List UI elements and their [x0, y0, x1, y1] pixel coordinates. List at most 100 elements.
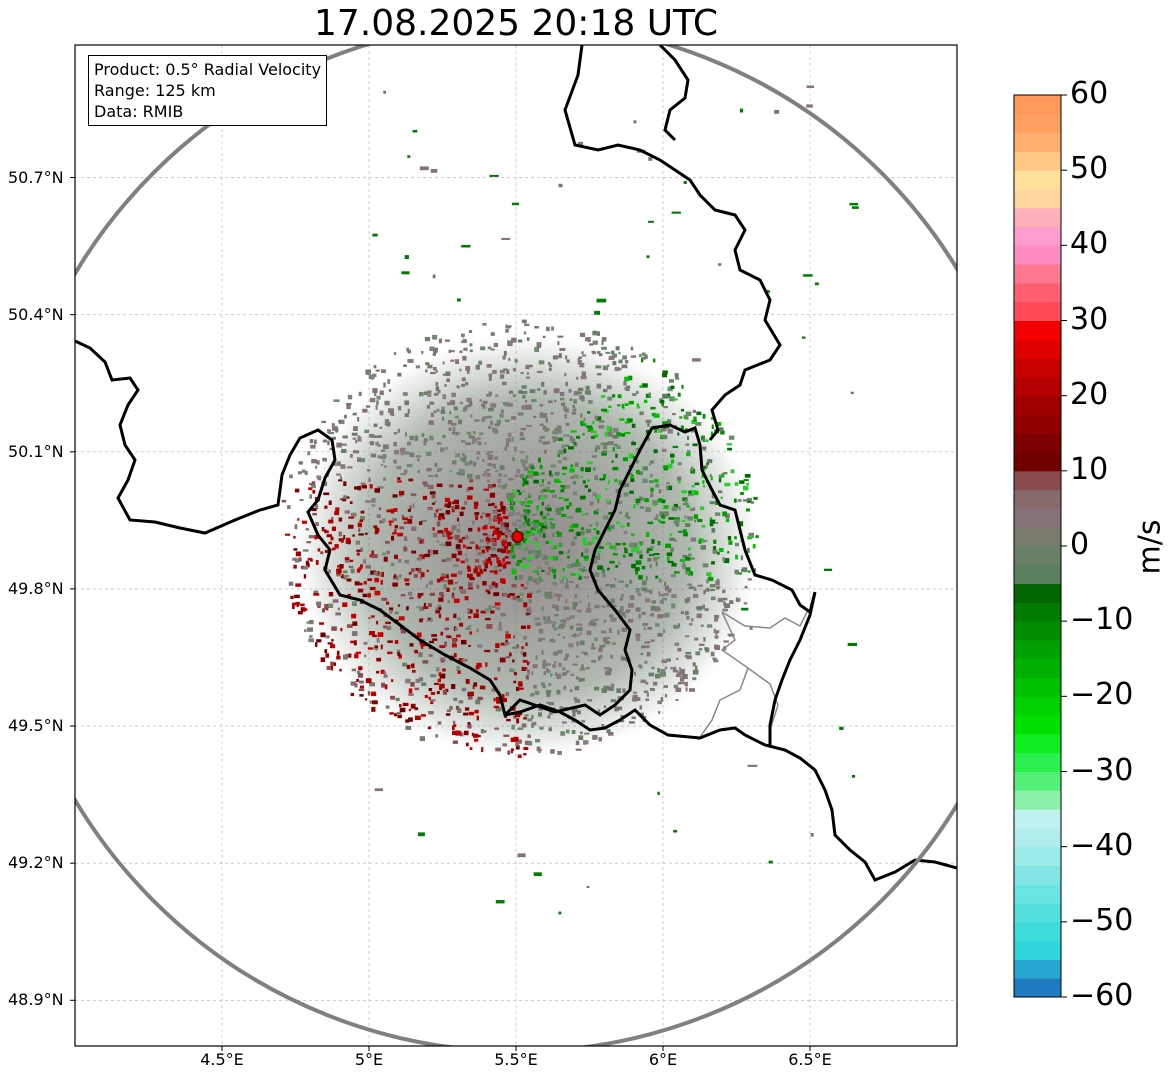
- echo-pixel: [405, 725, 412, 730]
- echo-pixel: [324, 549, 329, 553]
- echo-pixel: [531, 671, 534, 676]
- echo-pixel: [465, 366, 471, 371]
- echo-pixel: [677, 432, 680, 436]
- echo-pixel: [585, 337, 588, 342]
- echo-pixel: [300, 603, 305, 607]
- echo-pixel: [381, 572, 384, 577]
- echo-pixel: [347, 593, 351, 597]
- echo-pixel: [386, 550, 390, 555]
- echo-pixel: [455, 558, 460, 562]
- echo-pixel: [549, 711, 553, 715]
- echo-pixel: [502, 537, 508, 541]
- lon-label: 5°E: [354, 1050, 384, 1069]
- echo-pixel: [642, 580, 646, 586]
- echo-pixel: [657, 540, 661, 546]
- echo-pixel: [468, 486, 474, 490]
- echo-pixel: [533, 684, 537, 689]
- echo-pixel: [497, 548, 503, 552]
- echo-pixel: [737, 521, 744, 527]
- echo-pixel: [674, 595, 677, 598]
- echo-pixel: [657, 700, 662, 705]
- echo-pixel: [428, 580, 433, 585]
- echo-pixel: [372, 388, 378, 393]
- echo-pixel: [448, 349, 451, 354]
- echo-pixel: [581, 552, 584, 557]
- echo-pixel: [658, 591, 661, 595]
- echo-pixel: [409, 452, 415, 458]
- echo-pixel: [483, 488, 489, 491]
- echo-pixel: [428, 688, 433, 692]
- echo-pixel: [558, 449, 564, 455]
- echo-pixel: [601, 688, 607, 693]
- echo-pixel: [546, 693, 551, 697]
- echo-pixel: [418, 652, 423, 657]
- echo-pixel: [292, 557, 297, 561]
- echo-pixel: [512, 522, 518, 526]
- echo-pixel: [709, 584, 716, 588]
- echo-pixel: [636, 390, 639, 394]
- echo-pixel: [704, 608, 709, 611]
- echo-pixel: [455, 547, 462, 551]
- echo-pixel: [336, 568, 342, 574]
- echo-pixel: [702, 414, 706, 419]
- echo-pixel: [677, 479, 681, 484]
- echo-pixel: [560, 731, 565, 736]
- echo-pixel: [596, 530, 600, 535]
- echo-pixel: [675, 674, 681, 677]
- echo-pixel: [496, 534, 502, 538]
- echo-pixel: [393, 432, 398, 435]
- echo-pixel: [714, 618, 719, 622]
- echo-pixel: [444, 384, 447, 387]
- echo-pixel: [448, 427, 452, 431]
- echo-pixel: [655, 607, 661, 612]
- echo-pixel: [373, 435, 379, 438]
- echo-pixel: [451, 684, 456, 689]
- echo-pixel: [337, 565, 341, 568]
- echo-pixel: [491, 687, 497, 692]
- echo-pixel: [650, 474, 653, 478]
- echo-pixel: [415, 365, 421, 369]
- echo-pixel: [674, 642, 680, 646]
- echo-pixel: [360, 516, 365, 521]
- echo-pixel: [649, 614, 654, 617]
- echo-pixel: [352, 621, 358, 626]
- echo-speck: [558, 911, 562, 915]
- echo-pixel: [518, 492, 522, 496]
- echo-pixel: [605, 583, 610, 587]
- echo-pixel: [285, 533, 291, 536]
- echo-pixel: [442, 668, 446, 672]
- echo-pixel: [482, 581, 487, 586]
- echo-pixel: [631, 547, 637, 553]
- echo-pixel: [328, 519, 334, 524]
- echo-pixel: [476, 715, 479, 721]
- echo-pixel: [429, 592, 435, 596]
- echo-pixel: [554, 399, 557, 403]
- echo-pixel: [669, 533, 673, 536]
- echo-pixel: [747, 570, 751, 573]
- echo-pixel: [432, 527, 435, 531]
- echo-pixel: [424, 553, 430, 558]
- echo-pixel: [336, 573, 341, 577]
- echo-pixel: [528, 741, 533, 746]
- echo-pixel: [551, 532, 555, 537]
- echo-pixel: [648, 672, 655, 677]
- echo-pixel: [746, 482, 750, 486]
- echo-pixel: [367, 691, 371, 696]
- echo-pixel: [358, 666, 363, 671]
- echo-pixel: [352, 601, 357, 606]
- echo-pixel: [698, 643, 705, 646]
- echo-pixel: [344, 557, 350, 561]
- echo-speck: [495, 900, 505, 904]
- echo-pixel: [569, 625, 574, 630]
- echo-pixel: [493, 566, 498, 569]
- echo-pixel: [697, 584, 703, 587]
- echo-pixel: [435, 386, 440, 392]
- echo-pixel: [409, 435, 414, 441]
- echo-pixel: [581, 371, 586, 377]
- echo-pixel: [702, 480, 705, 485]
- echo-pixel: [407, 441, 412, 446]
- echo-pixel: [439, 591, 444, 596]
- echo-pixel: [614, 545, 617, 551]
- echo-pixel: [559, 705, 563, 710]
- echo-pixel: [577, 710, 581, 715]
